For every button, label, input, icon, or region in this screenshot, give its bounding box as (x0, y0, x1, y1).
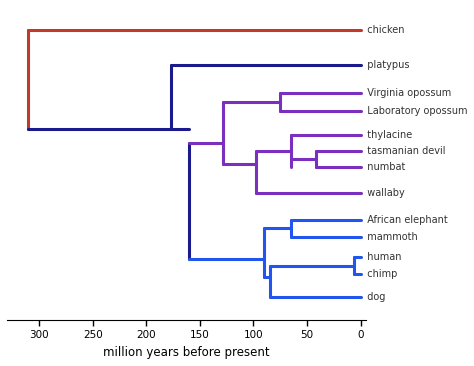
Text: tasmanian devil: tasmanian devil (361, 146, 445, 156)
Text: human: human (361, 253, 401, 262)
X-axis label: million years before present: million years before present (103, 346, 270, 359)
Text: dog: dog (361, 292, 385, 302)
Text: chicken: chicken (361, 25, 404, 35)
Text: Laboratory opossum: Laboratory opossum (361, 107, 467, 116)
Text: platypus: platypus (361, 60, 409, 70)
Text: Virginia opossum: Virginia opossum (361, 88, 451, 98)
Text: wallaby: wallaby (361, 187, 404, 198)
Text: chimp: chimp (361, 269, 397, 279)
Text: African elephant: African elephant (361, 215, 447, 225)
Text: thylacine: thylacine (361, 130, 412, 139)
Text: mammoth: mammoth (361, 232, 418, 242)
Text: numbat: numbat (361, 162, 405, 172)
